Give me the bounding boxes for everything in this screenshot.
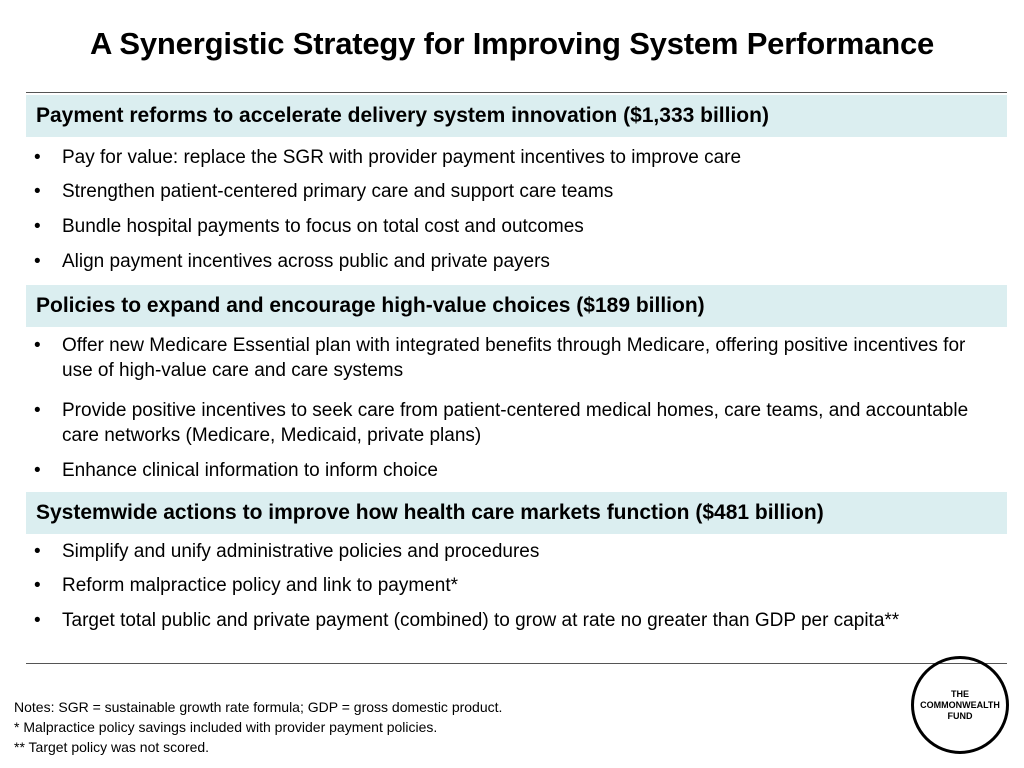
bullet-icon: • [34,400,41,421]
list-item-text: Simplify and unify administrative polici… [62,541,540,562]
list-item-text: Align payment incentives across public a… [62,251,550,272]
logo-line-the: THE [951,688,969,699]
bullet-icon: • [34,610,41,631]
list-item-text: Provide positive incentives to seek care… [62,400,969,446]
list-item-text: Target total public and private payment … [62,610,900,631]
footnotes: Notes: SGR = sustainable growth rate for… [14,697,502,757]
bullet-icon: • [34,460,41,481]
strategy-content: Payment reforms to accelerate delivery s… [26,92,1007,664]
list-item: • Target total public and private paymen… [34,608,934,633]
commonwealth-fund-logo: THE COMMONWEALTH FUND [911,656,1009,754]
bullet-icon: • [34,147,41,168]
page-title: A Synergistic Strategy for Improving Sys… [89,26,935,61]
bullet-icon: • [34,251,41,272]
bullet-icon: • [34,335,41,356]
list-item: • Pay for value: replace the SGR with pr… [34,145,994,170]
list-item-text: Reform malpractice policy and link to pa… [62,575,459,596]
list-item: • Offer new Medicare Essential plan with… [34,333,994,383]
list-item-text: Pay for value: replace the SGR with prov… [62,147,742,168]
section-header-high-value-choices: Policies to expand and encourage high-va… [26,285,1007,327]
footnote-malpractice: * Malpractice policy savings included wi… [14,719,438,735]
list-item-text: Bundle hospital payments to focus on tot… [62,216,584,237]
list-item: • Bundle hospital payments to focus on t… [34,214,994,239]
list-item: • Enhance clinical information to inform… [34,458,994,483]
bullet-icon: • [34,181,41,202]
bullet-icon: • [34,216,41,237]
logo-line-commonwealth: COMMONWEALTH [920,699,1000,710]
footnote-target-policy: ** Target policy was not scored. [14,739,210,755]
list-item-text: Enhance clinical information to inform c… [62,460,438,481]
bullet-icon: • [34,541,41,562]
footnote-abbreviations: Notes: SGR = sustainable growth rate for… [14,699,503,715]
bullet-icon: • [34,575,41,596]
list-item: • Provide positive incentives to seek ca… [34,398,994,448]
section-header-systemwide-actions: Systemwide actions to improve how health… [26,492,1007,534]
logo-line-fund: FUND [947,710,973,721]
list-item-text: Offer new Medicare Essential plan with i… [62,335,966,381]
list-item: • Strengthen patient-centered primary ca… [34,179,994,204]
list-item: • Simplify and unify administrative poli… [34,539,994,564]
list-item: • Align payment incentives across public… [34,249,994,274]
list-item: • Reform malpractice policy and link to … [34,573,994,598]
section-header-payment-reforms: Payment reforms to accelerate delivery s… [26,95,1007,137]
list-item-text: Strengthen patient-centered primary care… [62,181,614,202]
